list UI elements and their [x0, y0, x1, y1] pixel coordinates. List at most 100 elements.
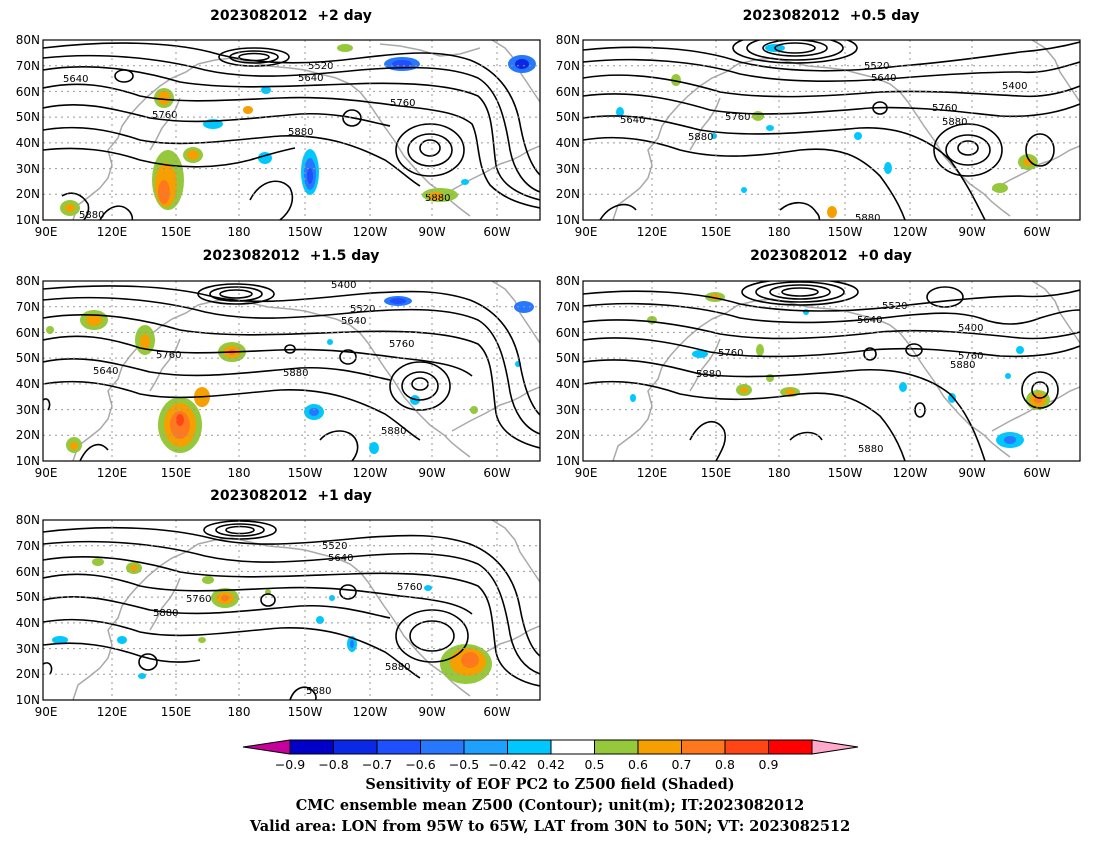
lon-tick-label: 120W — [893, 466, 928, 480]
contour-label: 5640 — [63, 74, 88, 85]
lon-tick-label: 120E — [97, 466, 128, 480]
contour-label: 5880 — [288, 127, 313, 138]
contour-label: 5760 — [958, 351, 983, 362]
colorbar-label: −0.8 — [318, 757, 348, 772]
lat-tick-label: 40N — [16, 616, 40, 630]
lat-tick-label: 40N — [16, 136, 40, 150]
map-panel-plus-2-day: 2023082012 +2 day — [16, 8, 541, 239]
colorbar-swatch — [376, 739, 421, 755]
contour-label: 5400 — [1002, 81, 1027, 92]
map-panel-plus-1-day: 2023082012 +1 day — [16, 488, 541, 719]
contour-label: 5400 — [331, 280, 356, 291]
map-axes: 10N 20N 30N 40N 50N 60N 70N 80N 90E 120E… — [556, 274, 1081, 480]
lat-tick-label: 60N — [16, 85, 40, 99]
lat-tick-label: 10N — [16, 693, 40, 707]
lat-tick-label: 30N — [556, 403, 580, 417]
contour-label: 5520 — [864, 61, 889, 72]
lon-tick-label: 60W — [483, 705, 510, 719]
contour-label: 5880 — [283, 368, 308, 379]
sensitivity-shading — [52, 558, 492, 684]
lat-tick-label: 50N — [556, 110, 580, 124]
colorbar-swatch — [637, 739, 682, 755]
contour-label: 5760 — [152, 110, 177, 121]
contour-label: 5760 — [156, 350, 181, 361]
lon-tick-label: 60W — [483, 466, 510, 480]
lon-tick-label: 180 — [228, 466, 251, 480]
colorbar-swatch — [768, 739, 813, 755]
colorbar-labels: −0.9 −0.8 −0.7 −0.6 −0.5 −0.42 0.42 0.5 0.6 0.7 0.… — [275, 757, 779, 772]
lat-tick-label: 40N — [16, 377, 40, 391]
lon-tick-label: 60W — [483, 225, 510, 239]
colorbar-swatch — [289, 739, 334, 755]
contour-label: 5880 — [942, 117, 967, 128]
lon-tick-label: 180 — [228, 705, 251, 719]
contour-labels: 5520 5640 5400 5760 5880 5640 5760 5880 … — [620, 61, 1027, 224]
colorbar-low-arrow — [242, 739, 291, 755]
colorbar-swatch — [507, 739, 552, 755]
caption-line-2: CMC ensemble mean Z500 (Contour); unit(m… — [296, 797, 805, 814]
contour-labels: 5520 5640 5760 5760 5880 5880 5880 — [153, 541, 422, 697]
lat-tick-label: 10N — [556, 454, 580, 468]
map-panel-plus-0-day: 2023082012 +0 day — [556, 248, 1081, 480]
contour-label: 5640 — [298, 73, 323, 84]
lat-tick-label: 10N — [16, 213, 40, 227]
coastline — [72, 281, 540, 461]
map-axes: 10N 20N 30N 40N 50N 60N 70N 80N 90E 120E… — [16, 274, 541, 480]
z500-contours — [583, 281, 1080, 461]
lat-tick-label: 40N — [556, 377, 580, 391]
lat-tick-label: 10N — [16, 454, 40, 468]
lon-tick-label: 150E — [701, 225, 732, 239]
lon-tick-label: 120W — [893, 225, 928, 239]
colorbar-high-arrow — [811, 739, 859, 755]
lon-tick-label: 90W — [418, 705, 445, 719]
panel-title: 2023082012 +1.5 day — [203, 248, 380, 264]
contour-label: 5640 — [93, 366, 118, 377]
contour-label: 5760 — [389, 339, 414, 350]
lon-tick-label: 90W — [958, 466, 985, 480]
colorbar-label: −0.42 — [488, 757, 526, 772]
colorbar-label: 0.7 — [672, 757, 692, 772]
contour-label: 5880 — [858, 444, 883, 455]
lon-tick-label: 150E — [161, 705, 192, 719]
lon-tick-label: 120E — [97, 225, 128, 239]
lat-tick-label: 20N — [16, 667, 40, 681]
lat-tick-label: 80N — [556, 274, 580, 288]
lat-tick-label: 50N — [556, 351, 580, 365]
coastline — [612, 40, 1080, 220]
contour-label: 5880 — [385, 662, 410, 673]
caption: Sensitivity of EOF PC2 to Z500 field (Sh… — [249, 776, 850, 835]
lon-tick-label: 90E — [35, 466, 58, 480]
colorbar-swatch — [463, 739, 508, 755]
contour-label: 5760 — [718, 348, 743, 359]
contour-label: 5880 — [688, 132, 713, 143]
colorbar: −0.9 −0.8 −0.7 −0.6 −0.5 −0.42 0.42 0.5 0.6 0.7 0.… — [242, 739, 859, 772]
lon-tick-label: 60W — [1023, 225, 1050, 239]
contour-label: 5640 — [871, 73, 896, 84]
colorbar-label: 0.9 — [759, 757, 779, 772]
contour-label: 5880 — [855, 213, 880, 224]
contour-label: 5880 — [381, 426, 406, 437]
contour-label: 5760 — [725, 112, 750, 123]
colorbar-label: −0.5 — [449, 757, 479, 772]
lon-tick-label: 150W — [288, 225, 323, 239]
colorbar-swatch — [681, 739, 726, 755]
colorbar-label: 0.5 — [585, 757, 605, 772]
contour-label: 5760 — [186, 594, 211, 605]
lat-tick-label: 70N — [556, 59, 580, 73]
lon-tick-label: 150E — [161, 225, 192, 239]
panel-title: 2023082012 +0.5 day — [743, 8, 920, 24]
lat-tick-label: 30N — [16, 642, 40, 656]
map-panel-plus-0-5-day: 2023082012 +0.5 day — [556, 8, 1081, 239]
colorbar-swatch — [724, 739, 769, 755]
panel-title: 2023082012 +0 day — [750, 248, 912, 264]
map-axes: 10N 20N 30N 40N 50N 60N 70N 80N 90E 120E… — [16, 33, 541, 239]
contour-labels: 5640 5520 5640 5760 5760 5880 5880 5880 — [63, 61, 450, 220]
lat-tick-label: 30N — [16, 403, 40, 417]
contour-label: 5880 — [153, 608, 178, 619]
contour-labels: 5400 5520 5640 5760 5760 5640 5880 5880 — [93, 280, 414, 437]
lon-tick-label: 150W — [288, 466, 323, 480]
lat-tick-label: 40N — [556, 136, 580, 150]
caption-line-3: Valid area: LON from 95W to 65W, LAT fro… — [249, 818, 850, 835]
